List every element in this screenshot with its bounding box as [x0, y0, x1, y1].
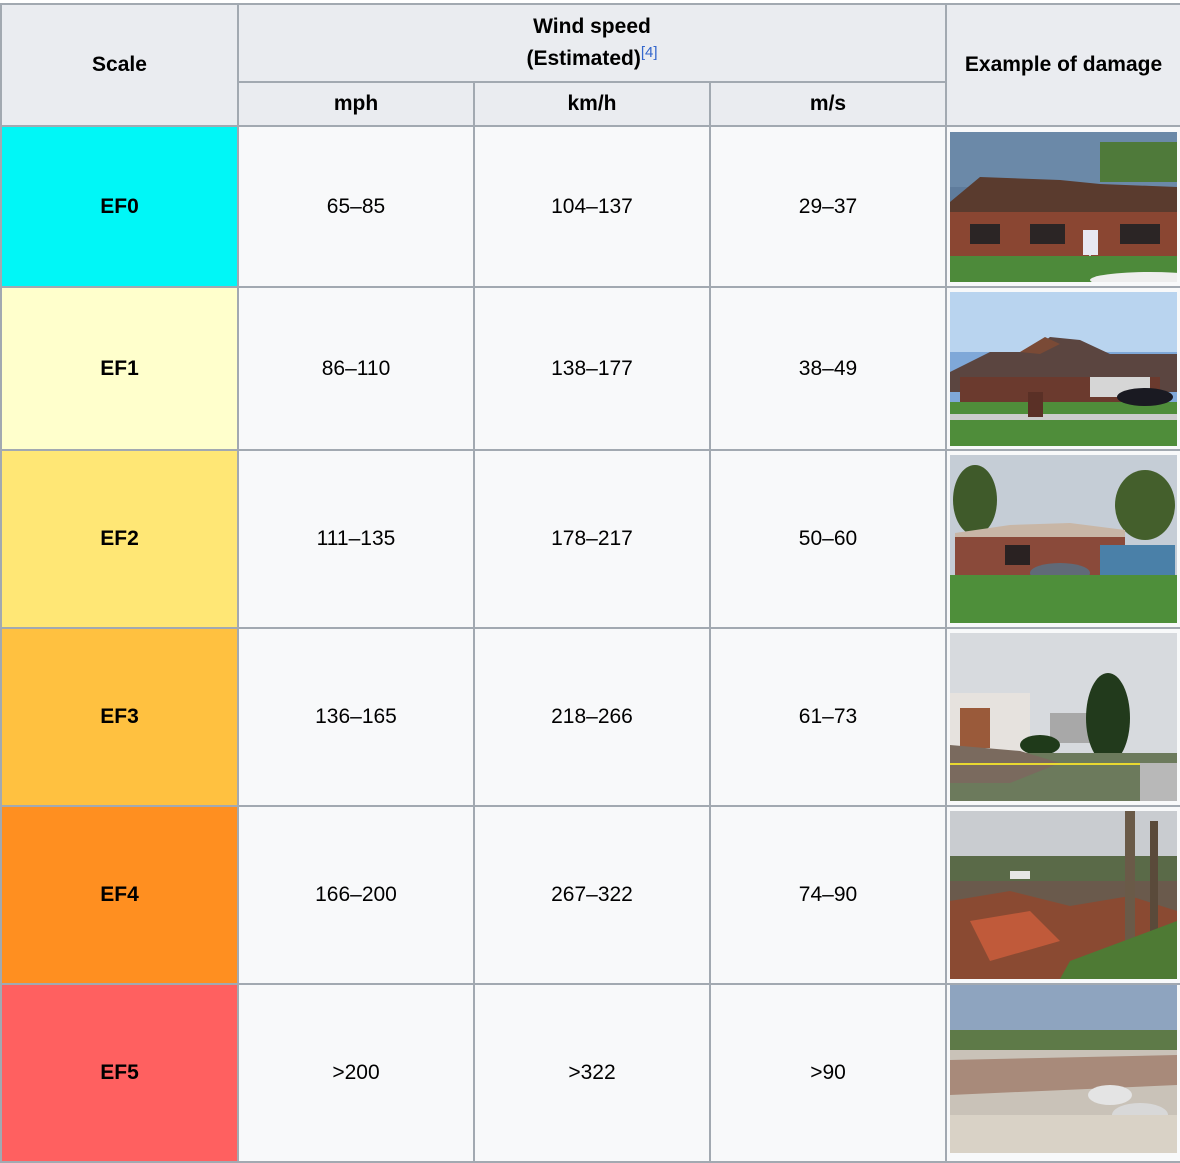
table-row: EF3 136–165 218–266 61–73 [0, 627, 1180, 807]
kmh-cell: 267–322 [473, 805, 711, 985]
header-unit-kmh: km/h [473, 81, 711, 127]
scale-cell: EF2 [0, 449, 239, 629]
enhanced-fujita-scale-table: Scale Wind speed (Estimated)[4] Example … [0, 3, 1180, 1163]
mph-cell: 166–200 [237, 805, 475, 985]
table-row: EF4 166–200 267–322 74–90 [0, 805, 1180, 985]
swept-away-foundation-photo[interactable] [950, 985, 1178, 1153]
mph-cell: 111–135 [237, 449, 475, 629]
ms-cell: 50–60 [708, 449, 948, 629]
kmh-cell: 104–137 [473, 125, 711, 288]
damage-image-cell [945, 125, 1180, 288]
ms-cell: 74–90 [708, 805, 948, 985]
scale-cell: EF3 [0, 627, 239, 807]
estimated-label: (Estimated) [526, 47, 641, 70]
scale-cell: EF0 [0, 125, 239, 288]
walls-collapsed-house-photo[interactable] [950, 633, 1178, 801]
header-unit-ms: m/s [708, 81, 948, 127]
kmh-cell: 178–217 [473, 449, 711, 629]
mph-cell: 136–165 [237, 627, 475, 807]
minor-roof-damage-photo[interactable] [950, 131, 1178, 282]
damage-image-cell [945, 983, 1180, 1163]
leveled-house-photo[interactable] [950, 811, 1178, 979]
kmh-cell: 138–177 [473, 286, 711, 451]
roof-removed-house-photo[interactable] [950, 455, 1178, 623]
table-row: EF2 111–135 178–217 50–60 [0, 449, 1180, 629]
table-row: EF1 86–110 138–177 38–49 [0, 286, 1180, 451]
scale-cell: EF1 [0, 286, 239, 451]
damage-image-cell [945, 627, 1180, 807]
kmh-cell: >322 [473, 983, 711, 1163]
damage-image-cell [945, 286, 1180, 451]
damage-image-cell [945, 805, 1180, 985]
header-unit-mph: mph [237, 81, 475, 127]
reference-link[interactable]: [4] [640, 44, 658, 61]
header-wind-speed: Wind speed (Estimated)[4] [236, 3, 948, 83]
scale-cell: EF4 [0, 805, 239, 985]
wind-speed-subtitle: (Estimated)[4] [239, 43, 945, 75]
mph-cell: >200 [237, 983, 475, 1163]
header-scale: Scale [0, 3, 239, 127]
ms-cell: 38–49 [708, 286, 948, 451]
table-row: EF0 65–85 104–137 29–37 [0, 125, 1180, 288]
damage-image-cell [945, 449, 1180, 629]
roof-torn-house-photo[interactable] [950, 291, 1178, 446]
kmh-cell: 218–266 [473, 627, 711, 807]
mph-cell: 65–85 [237, 125, 475, 288]
table-row: EF5 >200 >322 >90 [0, 983, 1180, 1163]
scale-cell: EF5 [0, 983, 239, 1163]
header-example-of-damage: Example of damage [945, 3, 1180, 127]
ms-cell: 61–73 [708, 627, 948, 807]
ms-cell: >90 [708, 983, 948, 1163]
wind-speed-title: Wind speed [533, 15, 651, 38]
mph-cell: 86–110 [237, 286, 475, 451]
ms-cell: 29–37 [708, 125, 948, 288]
